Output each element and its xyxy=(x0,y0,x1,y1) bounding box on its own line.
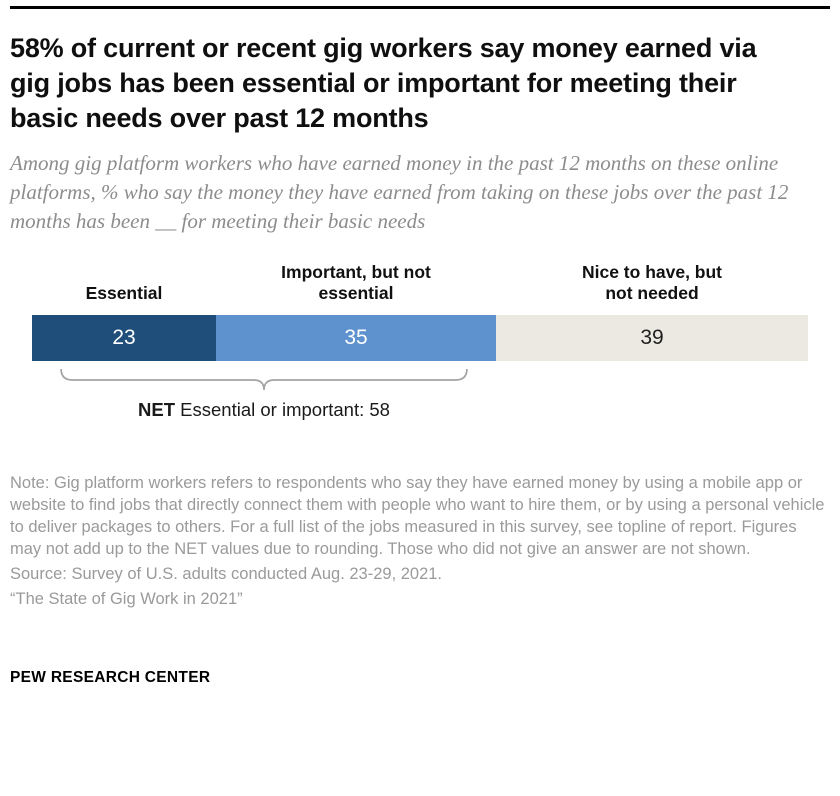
bar-segment-important: 35 xyxy=(216,315,496,362)
category-label-important-text: Important, but not essential xyxy=(281,261,431,304)
top-divider xyxy=(10,6,830,9)
stacked-bar-chart: Essential Important, but not essential N… xyxy=(32,262,808,422)
category-label-nice-to-have-text: Nice to have, but not needed xyxy=(581,261,723,304)
chart-subtitle: Among gig platform workers who have earn… xyxy=(10,151,789,233)
net-label-prefix: NET xyxy=(138,399,176,421)
bar-segment-nice-to-have: 39 xyxy=(496,315,808,362)
category-label-essential: Essential xyxy=(32,283,216,305)
net-label-rest: Essential or important: 58 xyxy=(175,399,390,421)
category-labels-row: Essential Important, but not essential N… xyxy=(32,262,808,306)
note-text: Note: Gig platform workers refers to res… xyxy=(10,474,825,559)
category-label-important: Important, but not essential xyxy=(216,262,496,306)
brand-footer: PEW RESEARCH CENTER xyxy=(10,668,211,686)
net-bracket: NET Essential or important: 58 xyxy=(32,369,496,421)
page: 58% of current or recent gig workers say… xyxy=(10,6,830,686)
source-text: Source: Survey of U.S. adults conducted … xyxy=(10,565,443,584)
stacked-bar: 23 35 39 xyxy=(32,315,808,362)
category-label-nice-to-have: Nice to have, but not needed xyxy=(496,262,808,306)
net-label: NET Essential or important: 58 xyxy=(58,399,470,421)
chart-title: 58% of current or recent gig workers say… xyxy=(10,33,757,134)
category-label-essential-text: Essential xyxy=(85,283,163,304)
net-bracket-brace xyxy=(58,369,470,391)
report-title-text: “The State of Gig Work in 2021” xyxy=(10,590,243,609)
net-area: NET Essential or important: 58 xyxy=(32,369,808,421)
bar-segment-essential: 23 xyxy=(32,315,216,362)
